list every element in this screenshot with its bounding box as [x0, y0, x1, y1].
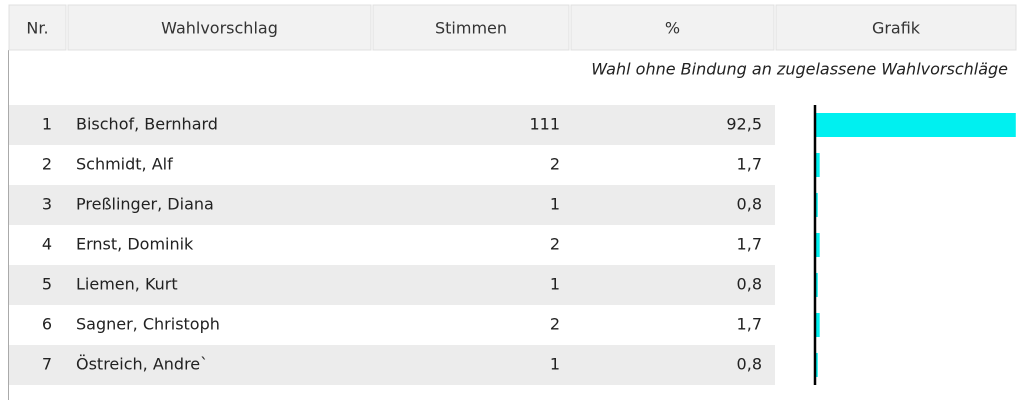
header-label: Wahlvorschlag: [161, 19, 278, 38]
header-cell: [67, 4, 372, 51]
percent: 0,8: [737, 355, 762, 374]
header-label: Stimmen: [435, 19, 507, 38]
header-label: Grafik: [872, 19, 921, 38]
row-number: 2: [42, 155, 52, 174]
votes: 111: [529, 115, 560, 134]
candidate-name: Schmidt, Alf: [76, 155, 173, 174]
row-background: [9, 185, 775, 225]
percent: 92,5: [726, 115, 762, 134]
row-number: 5: [42, 275, 52, 294]
candidate-name: Preßlinger, Diana: [76, 195, 214, 214]
header-cell: [372, 4, 570, 51]
votes: 1: [550, 355, 560, 374]
header-label: %: [665, 19, 680, 38]
percent-bar: [816, 313, 820, 337]
percent-bar: [816, 233, 820, 257]
header-cell: [8, 4, 67, 51]
row-number: 7: [42, 355, 52, 374]
percent-bar: [816, 153, 820, 177]
votes: 2: [550, 315, 560, 334]
candidate-name: Ernst, Dominik: [76, 235, 194, 254]
votes: 1: [550, 275, 560, 294]
note: Wahl ohne Bindung an zugelassene Wahlvor…: [591, 60, 1008, 79]
row-number: 4: [42, 235, 52, 254]
votes: 2: [550, 155, 560, 174]
row-number: 1: [42, 115, 52, 134]
votes: 1: [550, 195, 560, 214]
row-number: 6: [42, 315, 52, 334]
candidate-name: Östreich, Andre`: [76, 355, 208, 374]
candidate-name: Sagner, Christoph: [76, 315, 220, 334]
header-cell: [570, 4, 775, 51]
row-background: [9, 105, 775, 145]
row-background: [9, 265, 775, 305]
header-cell: [775, 4, 1017, 51]
percent-bar: [816, 273, 818, 297]
row-background: [9, 345, 775, 385]
header-label: Nr.: [26, 19, 48, 38]
percent-bar: [816, 353, 818, 377]
percent: 0,8: [737, 195, 762, 214]
percent-bar: [816, 113, 1016, 137]
candidate-name: Liemen, Kurt: [76, 275, 178, 294]
percent: 1,7: [737, 155, 762, 174]
percent: 1,7: [737, 315, 762, 334]
candidate-name: Bischof, Bernhard: [76, 115, 218, 134]
percent: 0,8: [737, 275, 762, 294]
row-number: 3: [42, 195, 52, 214]
percent: 1,7: [737, 235, 762, 254]
votes: 2: [550, 235, 560, 254]
percent-bar: [816, 193, 818, 217]
